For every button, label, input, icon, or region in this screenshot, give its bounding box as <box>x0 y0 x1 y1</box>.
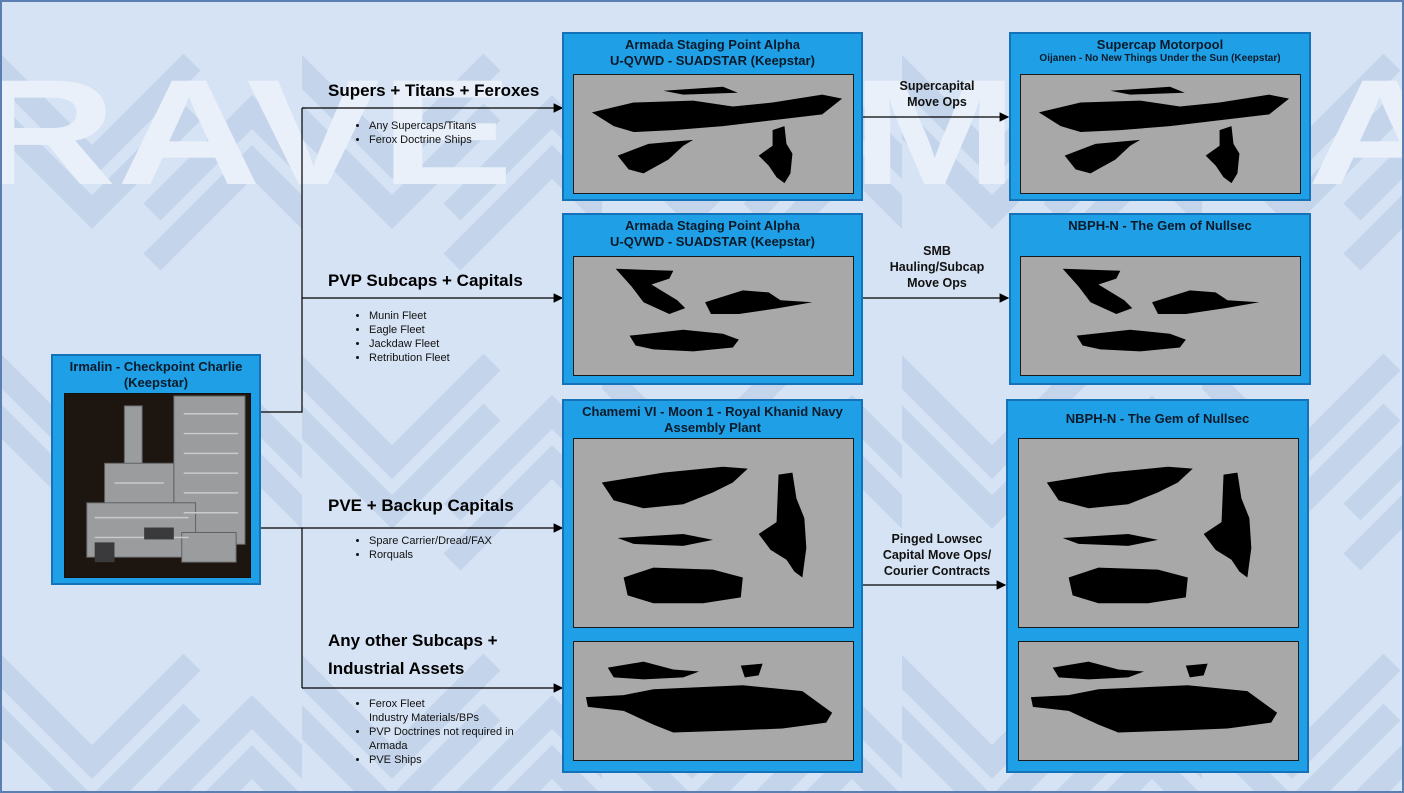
freighter-silhouette <box>585 685 833 733</box>
list-item: PVP Doctrines not required in <box>369 725 514 739</box>
list-item: Ferox Doctrine Ships <box>369 133 476 147</box>
carrier-silhouette <box>601 466 748 509</box>
move-1-line2: Move Ops <box>907 95 967 109</box>
titan-silhouette <box>617 139 694 174</box>
staging-2-title: Armada Staging Point Alpha <box>624 218 801 233</box>
rorqual-silhouette <box>623 567 743 604</box>
move-2-line2: Hauling/Subcap <box>889 260 985 274</box>
destination-2-title: NBPH-N - The Gem of Nullsec <box>1068 218 1252 233</box>
rorqual-silhouette <box>1068 567 1188 604</box>
destination-3-subcaps-panel <box>1018 641 1299 761</box>
staging-1-ships-panel <box>573 74 854 194</box>
move-1-line1: Supercapital <box>899 79 975 93</box>
subcap-silhouette <box>607 661 700 680</box>
move-2-line3: Move Ops <box>907 276 967 290</box>
fax-silhouette <box>617 533 714 546</box>
dreadnought-silhouette <box>1203 472 1252 578</box>
list-item: Rorquals <box>369 548 492 562</box>
destination-3-title: NBPH-N - The Gem of Nullsec <box>1065 411 1250 426</box>
destination-1-ships-panel <box>1020 74 1301 194</box>
move-3-line3: Courier Contracts <box>883 564 991 578</box>
staging-3-capitals-panel <box>573 438 854 628</box>
destination-1-title: Supercap Motorpool <box>1096 37 1224 52</box>
destination-1-subtitle: Oijanen - No New Things Under the Sun (K… <box>1039 53 1281 64</box>
list-item: Ferox Fleet <box>369 697 514 711</box>
freighter-silhouette <box>1030 685 1278 733</box>
supercapital-silhouette <box>1110 86 1185 95</box>
source-node: Irmalin - Checkpoint Charlie (Keepstar) <box>51 354 261 585</box>
connector-source-lower <box>261 527 303 688</box>
move-label-1: Supercapital Move Ops <box>874 78 1000 110</box>
category-pvp-list: Munin Fleet Eagle Fleet Jackdaw Fleet Re… <box>351 309 450 365</box>
list-item: Retribution Fleet <box>369 351 450 365</box>
staging-3-title: Chamemi VI - Moon 1 - Royal Khanid Navy <box>582 404 843 419</box>
staging-2-subtitle: U-QVWD - SUADSTAR (Keepstar) <box>610 234 815 249</box>
dreadnought-silhouette <box>758 126 793 184</box>
list-item: Spare Carrier/Dread/FAX <box>369 534 492 548</box>
dreadnought-silhouette <box>1205 126 1240 184</box>
staging-node-3: Chamemi VI - Moon 1 - Royal Khanid Navy … <box>562 399 863 773</box>
eagle-silhouette <box>705 290 813 315</box>
titan-silhouette <box>1064 139 1141 174</box>
munin-silhouette <box>1062 268 1133 315</box>
move-3-line1: Pinged Lowsec <box>891 532 983 546</box>
destination-node-2: NBPH-N - The Gem of Nullsec <box>1009 213 1311 385</box>
list-item: Any Supercaps/Titans <box>369 119 476 133</box>
staging-3-subtitle: Assembly Plant <box>664 420 761 435</box>
list-item: Eagle Fleet <box>369 323 450 337</box>
destination-node-1: Supercap Motorpool Oijanen - No New Thin… <box>1009 32 1311 201</box>
list-item: PVE Ships <box>369 753 514 767</box>
category-pve-backup: PVE + Backup Capitals <box>328 496 514 515</box>
destination-2-ships-panel <box>1020 256 1301 376</box>
eagle-silhouette <box>1152 290 1260 315</box>
list-item: Industry Materials/BPs <box>369 712 480 724</box>
category-pve-list: Spare Carrier/Dread/FAX Rorquals <box>351 534 492 562</box>
destination-3-capitals-panel <box>1018 438 1299 628</box>
jackdaw-silhouette <box>629 329 739 352</box>
destination-node-3: NBPH-N - The Gem of Nullsec <box>1006 399 1309 773</box>
list-item: Armada <box>369 740 408 752</box>
list-item: Munin Fleet <box>369 309 450 323</box>
connector-source-upper <box>261 108 303 413</box>
category-other-line2: Industrial Assets <box>328 659 465 678</box>
move-label-3: Pinged Lowsec Capital Move Ops/ Courier … <box>868 531 1006 579</box>
category-supers-list: Any Supercaps/Titans Ferox Doctrine Ship… <box>351 119 476 147</box>
staging-3-subcaps-panel <box>573 641 854 761</box>
source-subtitle: (Keepstar) <box>123 375 189 390</box>
category-supers-titans: Supers + Titans + Feroxes <box>328 81 540 100</box>
keepstar-image <box>64 393 251 578</box>
carrier-silhouette <box>1046 466 1193 509</box>
jackdaw-silhouette <box>1076 329 1186 352</box>
supercapital-silhouette <box>1038 94 1290 133</box>
fax-silhouette <box>1062 533 1159 546</box>
staging-1-subtitle: U-QVWD - SUADSTAR (Keepstar) <box>610 53 815 68</box>
munin-silhouette <box>615 268 686 315</box>
subcap-silhouette <box>1052 661 1145 680</box>
list-item: Jackdaw Fleet <box>369 337 450 351</box>
subcap-silhouette <box>1185 663 1208 678</box>
dreadnought-silhouette <box>758 472 807 578</box>
staging-node-1: Armada Staging Point Alpha U-QVWD - SUAD… <box>562 32 863 201</box>
move-2-line1: SMB <box>923 244 951 258</box>
category-other-line1: Any other Subcaps + <box>328 631 498 650</box>
source-title: Irmalin - Checkpoint Charlie <box>69 359 243 374</box>
supercapital-silhouette <box>663 86 738 95</box>
category-pvp-subcaps: PVP Subcaps + Capitals <box>328 271 523 290</box>
staging-2-ships-panel <box>573 256 854 376</box>
move-3-line2: Capital Move Ops/ <box>882 548 992 562</box>
staging-1-title: Armada Staging Point Alpha <box>624 37 801 52</box>
move-label-2: SMB Hauling/Subcap Move Ops <box>874 243 1000 291</box>
supercapital-silhouette <box>591 94 843 133</box>
category-other-list: Ferox Fleet Industry Materials/BPs PVP D… <box>351 697 514 767</box>
staging-node-2: Armada Staging Point Alpha U-QVWD - SUAD… <box>562 213 863 385</box>
subcap-silhouette <box>740 663 763 678</box>
